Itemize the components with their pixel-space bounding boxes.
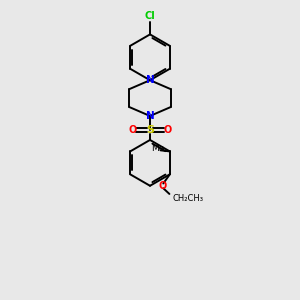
Text: O: O bbox=[158, 181, 166, 191]
Text: Me: Me bbox=[151, 144, 164, 153]
Text: O: O bbox=[128, 125, 137, 135]
Text: CH₂CH₃: CH₂CH₃ bbox=[173, 194, 204, 203]
Text: Cl: Cl bbox=[145, 11, 155, 21]
Text: N: N bbox=[146, 75, 154, 85]
Text: N: N bbox=[146, 111, 154, 121]
Text: S: S bbox=[146, 125, 154, 135]
Text: O: O bbox=[163, 125, 172, 135]
